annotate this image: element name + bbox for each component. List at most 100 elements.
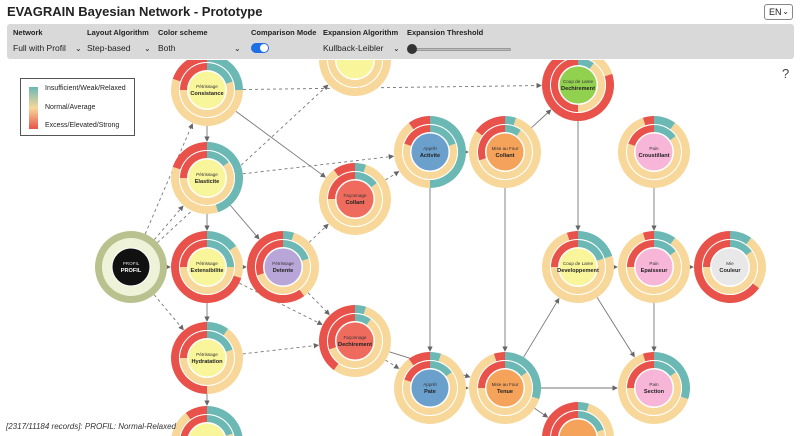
partial1-outer-segment — [319, 60, 391, 96]
edge-detente-collant1 — [308, 223, 329, 243]
collant2-inner-segment — [479, 130, 533, 179]
node-pate[interactable]: Apprêt Pate — [394, 352, 466, 424]
slider-track[interactable] — [409, 48, 511, 51]
extensibilite-outer-segment — [229, 245, 243, 279]
collant1-center — [335, 179, 375, 219]
croustillant-inner-segment — [654, 125, 676, 141]
node-elasticite[interactable]: Pétrissage Elasticite — [171, 142, 244, 214]
pate-outer-segment — [408, 352, 430, 366]
node-category-label: Pétrissage — [196, 84, 218, 89]
node-category-label: Mie — [726, 261, 734, 266]
node-activite[interactable]: Apprêt Activite — [394, 116, 466, 188]
detente-outer-segment — [246, 231, 305, 303]
toolbar: Network Full with Profil ⌄ Layout Algori… — [7, 24, 794, 59]
epaisseur-inner-segment — [654, 240, 676, 256]
hydratation-inner-segment — [180, 331, 207, 358]
layout-select[interactable]: Step-based — [87, 43, 131, 53]
partial1-center — [335, 60, 375, 80]
elasticite-center — [187, 158, 227, 198]
tenue-outer-segment — [505, 352, 541, 400]
node-partial3[interactable] — [542, 402, 614, 436]
node-detente[interactable]: Pétrissage Detente — [246, 231, 320, 303]
node-section[interactable]: Pain Section — [618, 352, 690, 424]
node-croustillant[interactable]: Pain Croustillant — [618, 116, 690, 188]
help-icon[interactable]: ? — [782, 66, 790, 81]
slider-knob[interactable] — [407, 44, 417, 54]
extensibilite-inner-segment — [180, 240, 207, 267]
elasticite-outer-segment — [171, 166, 219, 214]
epaisseur-inner-segment — [627, 251, 682, 295]
node-category-label: Mise au Four — [492, 382, 519, 387]
node-extensibilite[interactable]: Pétrissage Extensibilite — [170, 231, 243, 303]
node-category-label: Coup de Lame — [563, 79, 594, 84]
activite-inner-segment — [404, 125, 430, 146]
node-dechirement1[interactable]: Façonnage Dechirement — [319, 305, 392, 377]
couleur-outer-segment — [730, 231, 752, 245]
network-control[interactable]: Network Full with Profil ⌄ — [13, 28, 82, 53]
tenue-center — [485, 368, 525, 408]
node-name-label: Epaisseur — [641, 268, 669, 274]
detente-outer-segment — [283, 231, 295, 241]
tenue-inner-segment — [478, 361, 505, 388]
node-category-label: Coup de Lame — [563, 261, 594, 266]
node-name-label: Elasticite — [195, 179, 220, 185]
threshold-control[interactable]: Expansion Threshold — [407, 28, 511, 55]
dechirement1-outer-segment — [333, 306, 392, 377]
layout-control[interactable]: Layout Algorithm Step-based ⌄ — [87, 28, 151, 53]
collant2-outer-segment — [505, 116, 517, 126]
pate-inner-segment — [430, 361, 452, 377]
comparison-control[interactable]: Comparison Mode — [251, 28, 316, 53]
developpement-inner-segment — [551, 258, 605, 295]
node-dechirement2[interactable]: Coup de Lame Dechirement — [542, 60, 614, 121]
node-category-label: Apprêt — [423, 146, 437, 151]
node-name-label: Croustillant — [638, 153, 669, 159]
epaisseur-outer-segment — [642, 231, 654, 241]
node-name-label: Dechirement — [338, 342, 372, 348]
comparison-toggle[interactable] — [251, 43, 269, 53]
node-category-label: Façonnage — [344, 193, 367, 198]
node-tenue[interactable]: Mise au Four Tenue — [468, 352, 541, 424]
edge-profil-elasticite — [154, 205, 184, 240]
color-scheme-label: Color scheme — [158, 28, 208, 37]
developpement-center — [558, 247, 598, 287]
node-consistance[interactable]: Pétrissage Consistance — [171, 60, 243, 127]
section-center — [634, 368, 674, 408]
network-select[interactable]: Full with Profil — [13, 43, 66, 53]
node-partial1[interactable] — [319, 60, 391, 96]
color-scheme-select[interactable]: Both — [158, 43, 176, 53]
legend-item-avg: Normal/Average — [45, 104, 96, 111]
activite-center — [410, 132, 450, 172]
edge-developpement-section — [596, 297, 635, 358]
color-scheme-control[interactable]: Color scheme Both ⌄ — [158, 28, 241, 53]
node-profil[interactable]: PROFIL PROFIL — [95, 231, 167, 303]
edge-consistance-collant1 — [235, 110, 326, 178]
node-category-label: Pain — [649, 261, 659, 266]
partial3-outer-segment — [586, 403, 614, 436]
tenue-inner-segment — [505, 361, 527, 377]
pate-inner-segment — [404, 361, 430, 382]
edge-collant1-activite — [385, 171, 400, 181]
node-collant2[interactable]: Mise au Four Collant — [469, 116, 542, 188]
partial1-inner-segment — [328, 60, 382, 87]
node-collant1[interactable]: Façonnage Collant — [319, 163, 391, 236]
node-couleur[interactable]: Mie Couleur — [694, 231, 767, 303]
node-name-label: Detente — [273, 268, 294, 274]
elasticite-inner-segment — [180, 162, 234, 205]
elasticite-outer-segment — [207, 142, 244, 213]
legend-item-low: Insufficient/Weak/Relaxed — [45, 85, 126, 92]
section-inner-segment — [627, 361, 654, 388]
node-partial2[interactable] — [171, 406, 243, 436]
edge-hydratation-dechirement1 — [242, 343, 320, 355]
node-hydratation[interactable]: Pétrissage Hydratation — [171, 322, 243, 394]
expansion-control[interactable]: Expansion Algorithm Kullback-Leibler ⌄ — [323, 28, 400, 53]
extensibilite-center — [187, 247, 227, 287]
extensibilite-inner-segment — [207, 240, 234, 267]
edges-layer — [144, 82, 694, 418]
language-select[interactable]: EN ⌄ — [764, 4, 793, 20]
expansion-select[interactable]: Kullback-Leibler — [323, 43, 384, 53]
dechirement2-inner-segment — [551, 60, 578, 112]
node-name-label: Extensibilite — [191, 268, 224, 274]
threshold-slider[interactable] — [407, 43, 511, 55]
node-developpement[interactable]: Coup de Lame Developpement — [542, 231, 614, 303]
node-epaisseur[interactable]: Pain Epaisseur — [618, 231, 690, 303]
